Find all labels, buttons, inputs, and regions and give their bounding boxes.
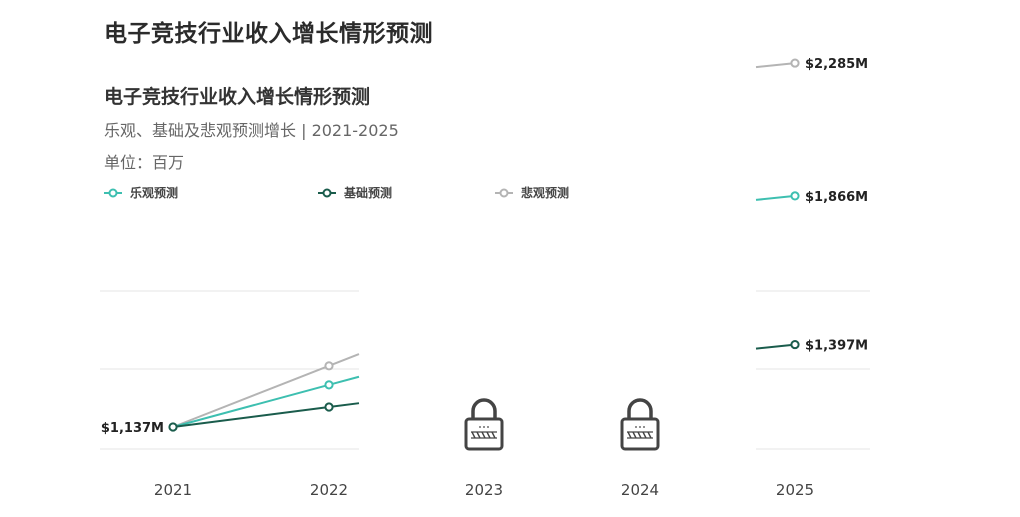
data-point [790, 58, 800, 68]
padlock-icon [464, 398, 504, 451]
x-tick-label: 2024 [621, 481, 659, 499]
chart-subtitle: 乐观、基础及悲观预测增长 | 2021-2025 [104, 121, 399, 140]
data-point [790, 339, 800, 350]
series-line [755, 343, 796, 350]
x-tick-label: 2023 [465, 481, 503, 499]
legend-marker-icon [318, 188, 336, 197]
legend-item-optimistic: 乐观预测 [104, 184, 178, 201]
data-point [168, 422, 178, 432]
data-label: $1,397M [805, 339, 868, 354]
legend-marker-icon [495, 188, 513, 197]
chart-unit: 单位：百万 [104, 153, 185, 172]
legend-label: 悲观预测 [521, 186, 570, 200]
data-label: $2,285M [805, 57, 868, 72]
x-tick-label: 2025 [776, 481, 814, 499]
data-point [790, 191, 800, 201]
data-point [324, 380, 334, 390]
padlock-icon [620, 398, 660, 451]
series-line [755, 62, 796, 69]
legend-item-pessimistic: 悲观预测 [495, 184, 569, 201]
data-point [324, 402, 334, 412]
data-label: $1,137M [101, 421, 164, 436]
legend-marker-icon [104, 188, 122, 197]
page-title: 电子竞技行业收入增长情形预测 [104, 21, 433, 47]
legend-label: 乐观预测 [130, 186, 179, 200]
x-tick-label: 2021 [154, 481, 192, 499]
chart-legend: 乐观预测 基础预测 悲观预测 [104, 184, 624, 204]
data-point [324, 361, 334, 371]
series-line [755, 194, 796, 201]
data-label: $1,866M [805, 190, 868, 205]
legend-label: 基础预测 [344, 186, 393, 200]
chart-title: 电子竞技行业收入增长情形预测 [104, 86, 371, 108]
x-tick-label: 2022 [310, 481, 348, 499]
legend-item-base: 基础预测 [318, 184, 392, 201]
